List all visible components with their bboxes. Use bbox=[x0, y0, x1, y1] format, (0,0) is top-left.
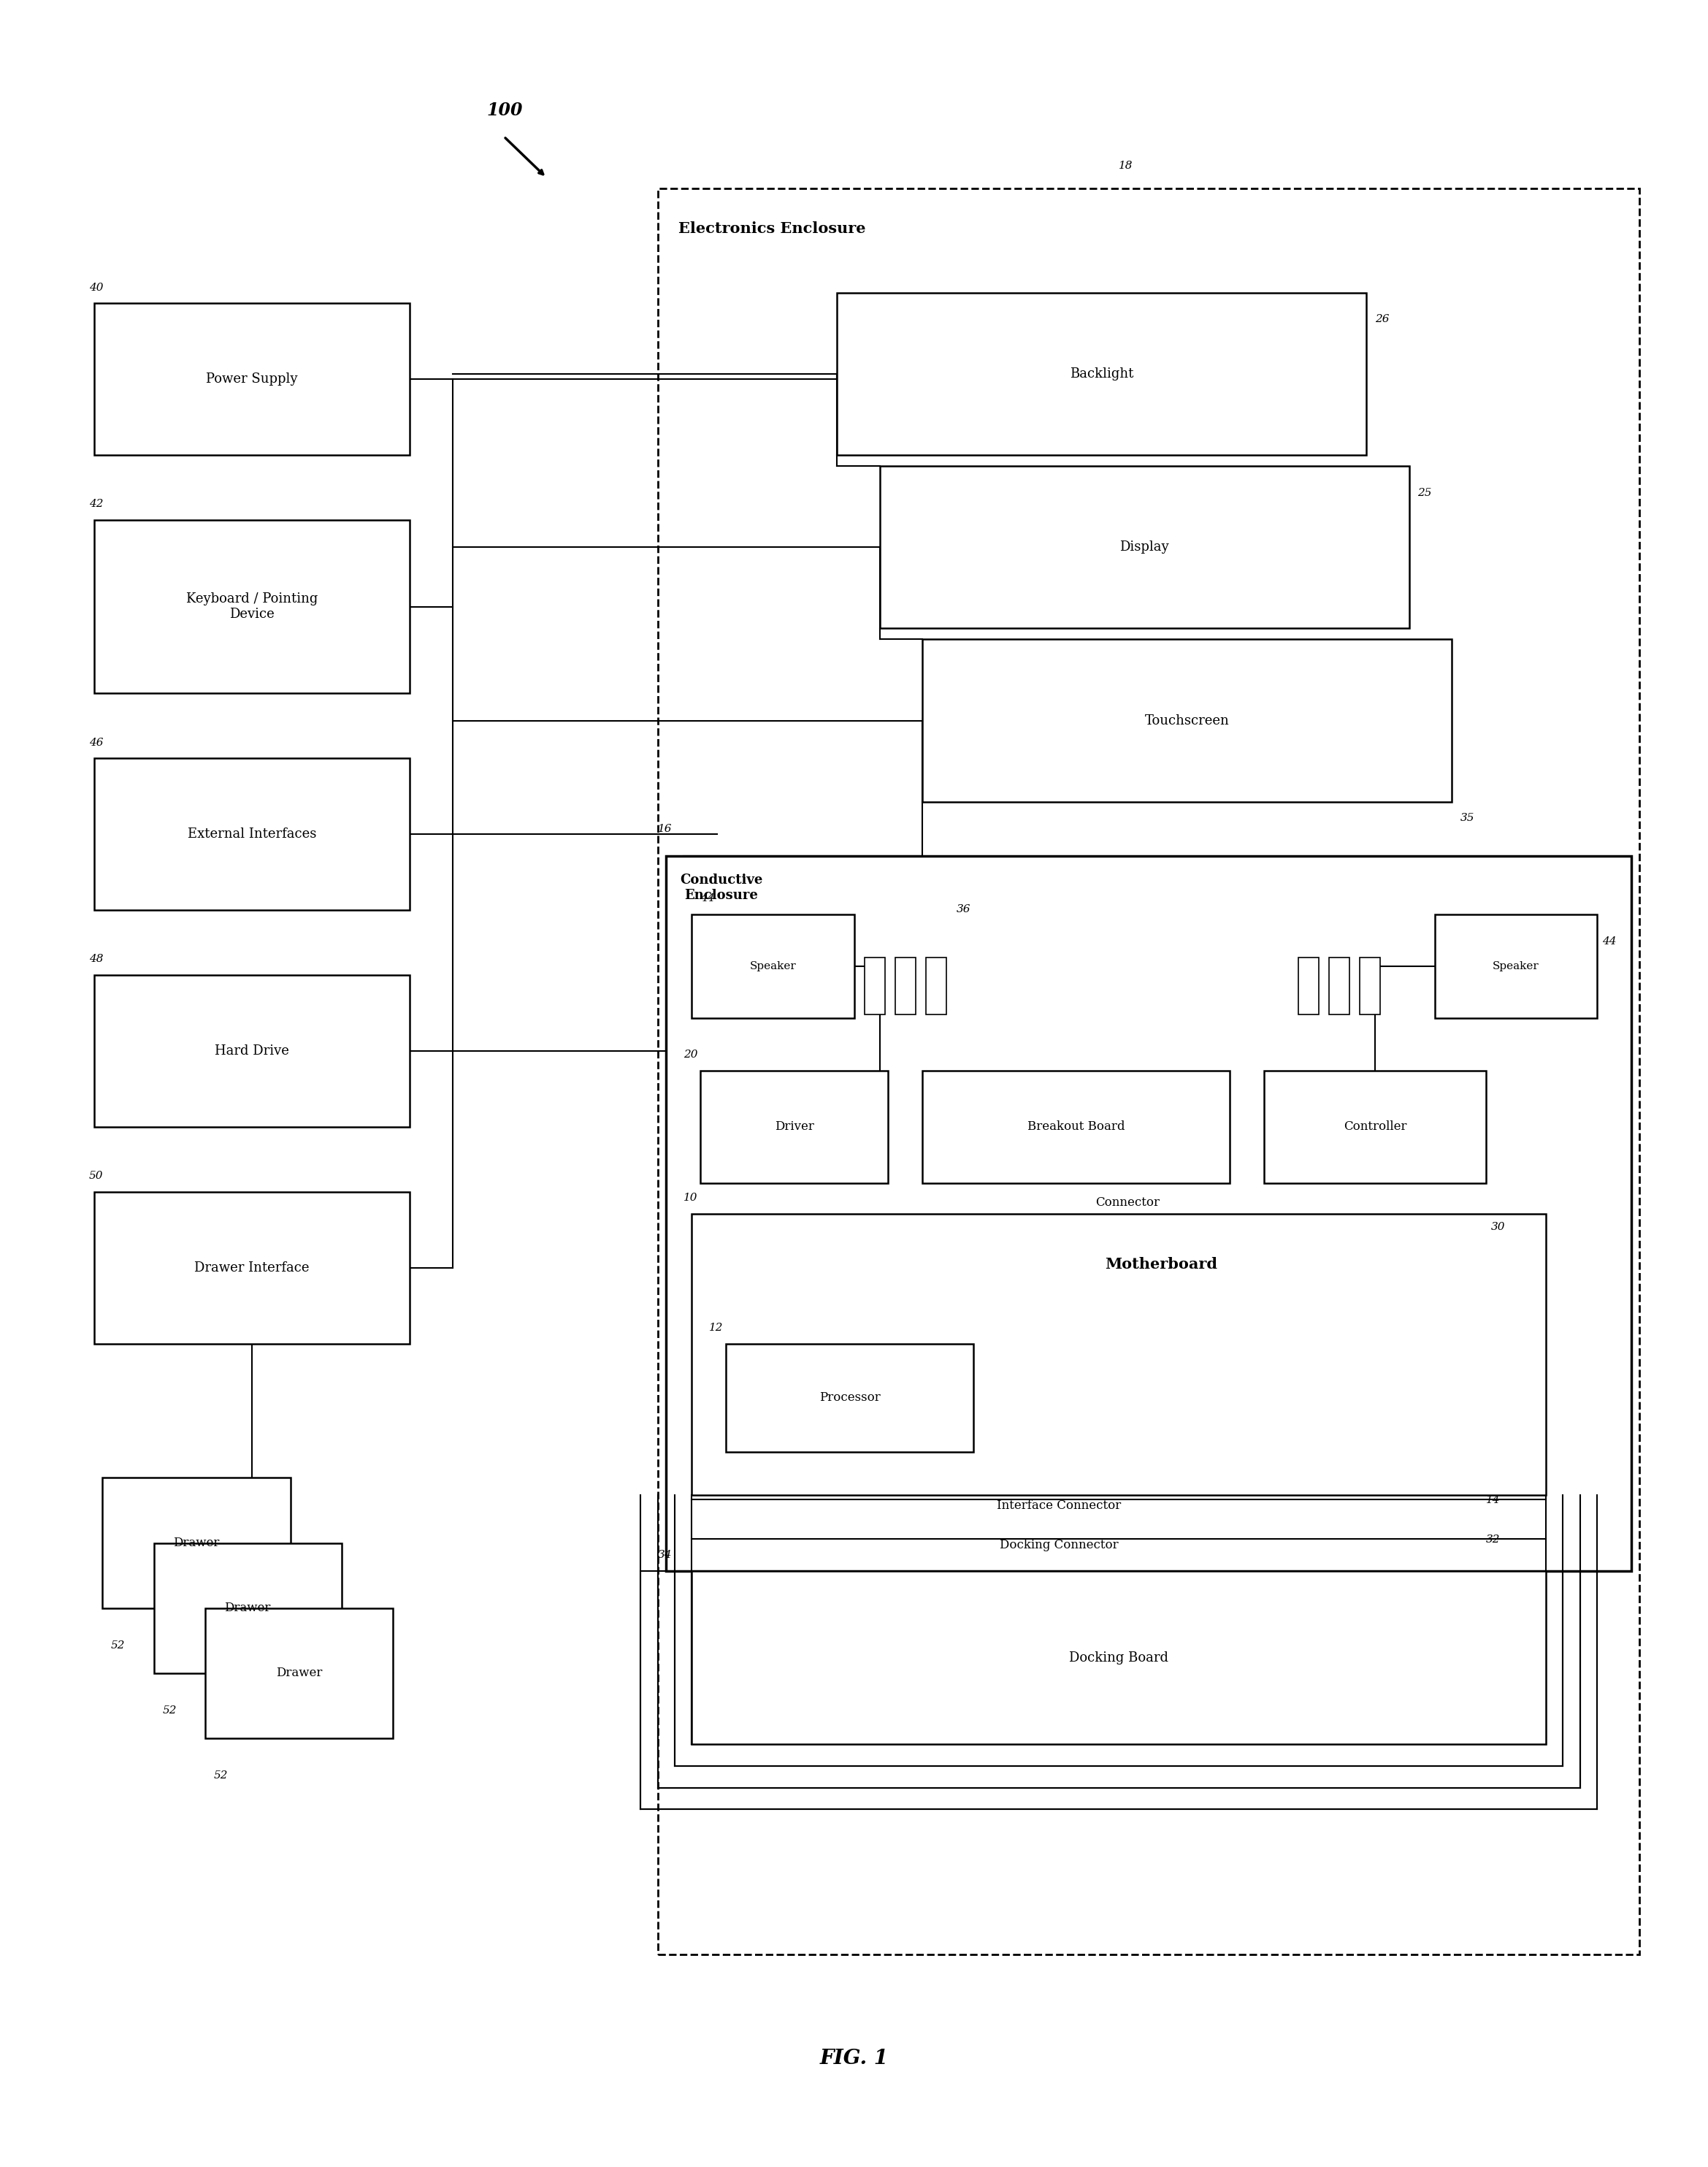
Bar bbox=[700, 1070, 888, 1183]
Bar bbox=[94, 1192, 410, 1344]
Text: Speaker: Speaker bbox=[1493, 962, 1539, 971]
Bar bbox=[692, 914, 854, 1018]
Bar bbox=[922, 1070, 1230, 1183]
Text: 42: 42 bbox=[89, 498, 102, 509]
Text: 48: 48 bbox=[89, 953, 102, 964]
Text: Keyboard / Pointing
Device: Keyboard / Pointing Device bbox=[186, 592, 318, 622]
Text: External Interfaces: External Interfaces bbox=[188, 828, 316, 841]
Text: 30: 30 bbox=[1491, 1222, 1505, 1233]
Text: Drawer: Drawer bbox=[173, 1536, 220, 1549]
Bar bbox=[94, 975, 410, 1127]
Bar bbox=[692, 1571, 1546, 1744]
Bar bbox=[102, 1478, 290, 1608]
Bar bbox=[658, 1571, 1580, 1788]
Text: Breakout Board: Breakout Board bbox=[1027, 1120, 1126, 1133]
Text: Driver: Driver bbox=[774, 1120, 815, 1133]
Text: Docking Connector: Docking Connector bbox=[999, 1539, 1119, 1552]
Text: Hard Drive: Hard Drive bbox=[215, 1044, 289, 1057]
Text: FIG. 1: FIG. 1 bbox=[820, 2048, 888, 2069]
Text: 44: 44 bbox=[1602, 936, 1616, 947]
Text: 52: 52 bbox=[214, 1770, 227, 1781]
Text: Display: Display bbox=[1120, 540, 1168, 555]
Text: Interface Connector: Interface Connector bbox=[997, 1500, 1120, 1513]
Bar bbox=[640, 1571, 1597, 1809]
Text: Power Supply: Power Supply bbox=[207, 373, 297, 386]
Text: 40: 40 bbox=[89, 282, 102, 293]
Text: Drawer: Drawer bbox=[224, 1601, 272, 1614]
Bar bbox=[658, 189, 1640, 1955]
Text: 46: 46 bbox=[89, 737, 102, 748]
Text: 44: 44 bbox=[700, 893, 714, 904]
Text: 14: 14 bbox=[1486, 1495, 1500, 1506]
Text: 18: 18 bbox=[1119, 160, 1132, 171]
Text: 10: 10 bbox=[683, 1192, 697, 1203]
Bar bbox=[205, 1608, 393, 1738]
Text: Connector: Connector bbox=[1095, 1196, 1160, 1209]
Text: 20: 20 bbox=[683, 1049, 697, 1060]
Bar bbox=[895, 958, 915, 1014]
Text: 12: 12 bbox=[709, 1322, 722, 1333]
Bar bbox=[837, 293, 1366, 455]
Text: Conductive
Enclosure: Conductive Enclosure bbox=[680, 873, 762, 901]
Bar bbox=[94, 303, 410, 455]
Text: 34: 34 bbox=[658, 1549, 671, 1560]
Text: Controller: Controller bbox=[1344, 1120, 1406, 1133]
Bar bbox=[864, 958, 885, 1014]
Text: 32: 32 bbox=[1486, 1534, 1500, 1545]
Bar bbox=[675, 1571, 1563, 1766]
Bar bbox=[692, 1571, 1546, 1744]
Bar bbox=[926, 958, 946, 1014]
Text: 50: 50 bbox=[89, 1170, 102, 1181]
Text: Docking Board: Docking Board bbox=[1069, 1651, 1168, 1664]
Text: Electronics Enclosure: Electronics Enclosure bbox=[678, 221, 866, 236]
Bar bbox=[1264, 1070, 1486, 1183]
Bar bbox=[1298, 958, 1319, 1014]
Bar bbox=[692, 1214, 1546, 1495]
Bar bbox=[1360, 958, 1380, 1014]
Text: 25: 25 bbox=[1418, 488, 1431, 498]
Bar bbox=[666, 856, 1631, 1571]
Text: Drawer Interface: Drawer Interface bbox=[195, 1261, 309, 1274]
Bar bbox=[94, 758, 410, 910]
Text: 35: 35 bbox=[1460, 813, 1474, 823]
Text: 36: 36 bbox=[956, 904, 970, 914]
Text: Touchscreen: Touchscreen bbox=[1144, 713, 1230, 728]
Text: Processor: Processor bbox=[820, 1391, 880, 1404]
Text: 52: 52 bbox=[111, 1640, 125, 1651]
Text: Backlight: Backlight bbox=[1069, 366, 1134, 381]
Text: Drawer: Drawer bbox=[275, 1666, 323, 1679]
Bar bbox=[726, 1344, 974, 1452]
Text: 26: 26 bbox=[1375, 314, 1389, 325]
Text: 100: 100 bbox=[487, 102, 523, 119]
Text: Motherboard: Motherboard bbox=[1105, 1257, 1218, 1272]
Bar bbox=[94, 520, 410, 693]
Text: 52: 52 bbox=[162, 1705, 176, 1716]
Text: 16: 16 bbox=[658, 823, 671, 834]
Bar bbox=[1329, 958, 1349, 1014]
Bar bbox=[880, 466, 1409, 628]
Bar bbox=[154, 1543, 342, 1673]
Bar bbox=[1435, 914, 1597, 1018]
Bar bbox=[922, 639, 1452, 802]
Text: Speaker: Speaker bbox=[750, 962, 796, 971]
